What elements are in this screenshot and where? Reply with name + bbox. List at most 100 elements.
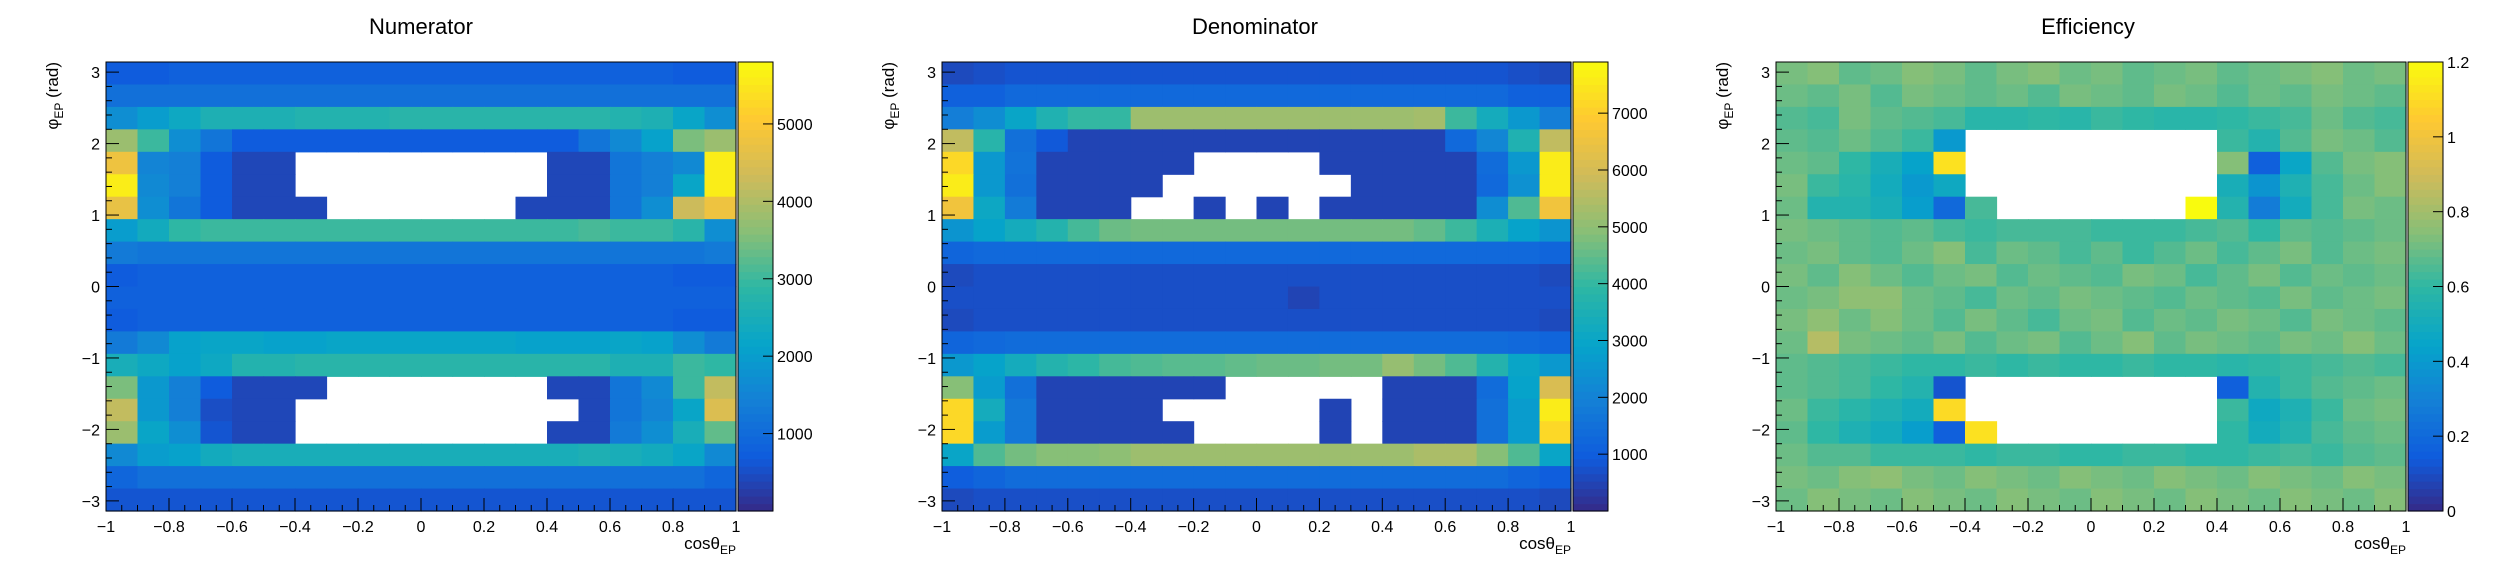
colorbar-band (1573, 503, 1608, 512)
heatmap-cell (1193, 308, 1226, 332)
heatmap-cell (2248, 219, 2281, 243)
heatmap-cell (1933, 129, 1966, 153)
heatmap-cell (1193, 353, 1226, 377)
heatmap-cell (169, 129, 202, 153)
heatmap-cell (2374, 174, 2407, 198)
heatmap-cell (2122, 308, 2155, 332)
heatmap-cell (200, 421, 233, 445)
heatmap-cell (1996, 241, 2029, 265)
colorbar-band (1573, 84, 1608, 93)
heatmap-cell (2280, 264, 2313, 288)
heatmap-cell (1539, 488, 1572, 512)
heatmap-cell (1539, 308, 1572, 332)
heatmap-cell (137, 308, 170, 332)
heatmap-cell (1539, 264, 1572, 288)
colorbar-band (1573, 159, 1608, 168)
heatmap-cell (547, 151, 580, 175)
heatmap-cell (2217, 219, 2250, 243)
heatmap-cell (1256, 106, 1289, 130)
heatmap-cell (2122, 84, 2155, 108)
heatmap-cell (1870, 353, 1903, 377)
colorbar-band (2408, 144, 2443, 153)
heatmap-cell (2343, 174, 2376, 198)
heatmap-cell (704, 196, 737, 220)
heatmap-cell (1319, 264, 1352, 288)
heatmap-cell (2311, 264, 2344, 288)
heatmap-cell (106, 488, 139, 512)
heatmap-cell (263, 331, 296, 355)
heatmap-cell (1004, 241, 1037, 265)
heatmap-cell (578, 129, 611, 153)
heatmap-cell (2217, 151, 2250, 175)
heatmap-cell (1225, 84, 1258, 108)
heatmap-cell (295, 331, 328, 355)
colorbar-band (2408, 383, 2443, 392)
heatmap-cell (1445, 308, 1478, 332)
y-tick-label: −1 (82, 351, 100, 368)
heatmap-cell (641, 488, 674, 512)
heatmap-cell (1933, 488, 1966, 512)
x-tick-label: −0.4 (279, 519, 311, 536)
heatmap-cell (1067, 286, 1100, 310)
heatmap-cell (232, 353, 265, 377)
heatmap-cell (389, 106, 422, 130)
heatmap-cell (200, 488, 233, 512)
heatmap-cell (2280, 84, 2313, 108)
heatmap-cell (484, 62, 517, 86)
heatmap-cell (1445, 443, 1478, 467)
heatmap-cell (1350, 353, 1383, 377)
heatmap-cell (2059, 466, 2092, 490)
heatmap-cell (2059, 286, 2092, 310)
heatmap-cell (232, 196, 265, 220)
x-tick-label: −0.2 (342, 519, 374, 536)
heatmap-cell (2154, 264, 2187, 288)
heatmap-cell (547, 376, 580, 400)
y-tick-label: 3 (1761, 65, 1770, 82)
colorbar-band (1573, 271, 1608, 280)
heatmap-cell (200, 106, 233, 130)
heatmap-cell (2248, 331, 2281, 355)
heatmap-cell (137, 151, 170, 175)
heatmap-cell (263, 241, 296, 265)
heatmap-cell (1067, 308, 1100, 332)
heatmap-cell (547, 286, 580, 310)
heatmap-cell (578, 151, 611, 175)
colorbar-band (2408, 413, 2443, 422)
heatmap-cell (2185, 443, 2218, 467)
colorbar-band (1573, 189, 1608, 198)
heatmap-cell (1902, 129, 1935, 153)
heatmap-cell (1807, 398, 1840, 422)
heatmap-cell (1839, 331, 1872, 355)
heatmap-cell (1067, 443, 1100, 467)
heatmap-cell (1996, 219, 2029, 243)
heatmap-cell (1508, 151, 1541, 175)
colorbar-tick-label: 1000 (777, 427, 813, 444)
heatmap-cell (673, 174, 706, 198)
heatmap-cell (2028, 308, 2061, 332)
heatmap-cell (1508, 129, 1541, 153)
heatmap-cell (1382, 286, 1415, 310)
heatmap-cell (673, 308, 706, 332)
heatmap-cell (1382, 308, 1415, 332)
heatmap-cell (547, 196, 580, 220)
heatmap-cell (1067, 196, 1100, 220)
heatmap-cell (2028, 264, 2061, 288)
heatmap-cell (1413, 174, 1446, 198)
heatmap-cell (358, 62, 391, 86)
heatmap-cell (515, 129, 548, 153)
colorbar-band (2408, 159, 2443, 168)
x-axis-label-text: cosθ (1519, 534, 1555, 553)
heatmap-cell (137, 376, 170, 400)
x-axis-label: cosθEP (684, 534, 736, 557)
heatmap-cell (1996, 106, 2029, 130)
heatmap-cell (106, 219, 139, 243)
heatmap-cell (578, 264, 611, 288)
heatmap-cell (452, 62, 485, 86)
heatmap-cell (641, 62, 674, 86)
heatmap-cell (106, 264, 139, 288)
heatmap-cell (200, 398, 233, 422)
heatmap-cell (1445, 264, 1478, 288)
colorbar-tick-label: 1.2 (2447, 55, 2469, 72)
heatmap-cell (1539, 151, 1572, 175)
colorbar-band (1573, 413, 1608, 422)
